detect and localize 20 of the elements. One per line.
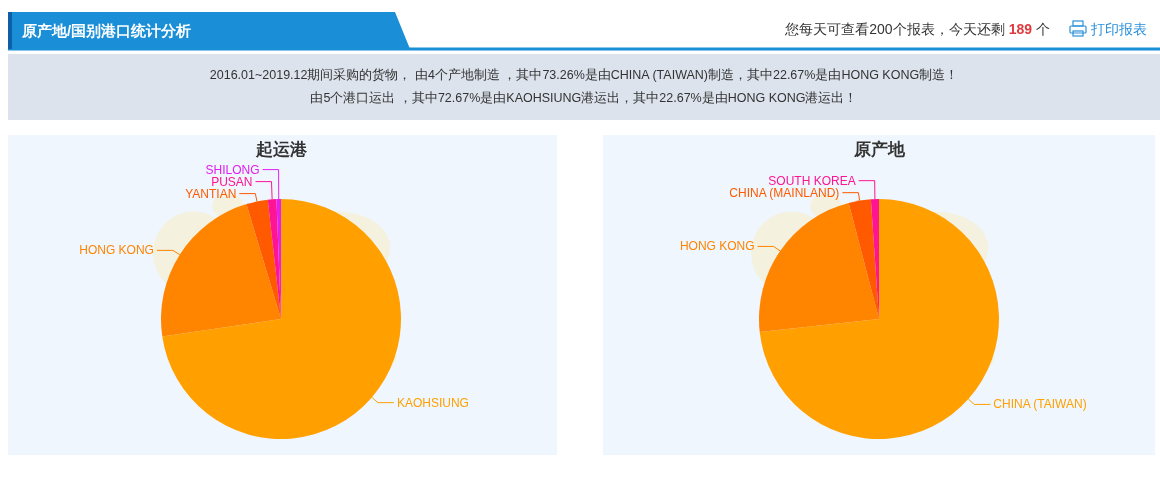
chart-title: 起运港	[254, 140, 308, 159]
text: 2016.01~2019.12期间采购的货物， 由4个产地制造 ，其中73.26%是由CHINA (TAIWAN)制造，其中22.67%是由HONG KONG制造！	[209, 68, 959, 82]
text: 原产地/国别港口统计分析	[21, 22, 192, 39]
text: 您每天可查看200个报表，今天还剩	[784, 21, 1005, 37]
slice-label: YANTIAN	[185, 186, 237, 201]
slice-label: HONG KONG	[79, 243, 154, 258]
slice-label: HONG KONG	[679, 239, 755, 254]
pie-slice	[161, 204, 281, 337]
slice-label: KAOHSIUNG	[396, 395, 469, 410]
text: 由5个港口运出 ，其中72.67%是由KAOHSIUNG港运出，其中22.67%是由HONG KONG港运出！	[310, 91, 858, 105]
pie-slice	[759, 202, 879, 333]
slice-label: SHILONG	[205, 162, 260, 177]
slice-label: PUSAN	[211, 174, 253, 189]
slice-label: SOUTH KOREA	[768, 173, 856, 188]
text: 个	[1036, 21, 1050, 37]
slice-label: CHINA (MAINLAND)	[729, 185, 840, 200]
text: 打印报表	[1090, 21, 1147, 37]
chart-title: 原产地	[852, 140, 906, 159]
text: 189	[1008, 21, 1033, 37]
slice-label: CHINA (TAIWAN)	[993, 397, 1087, 412]
